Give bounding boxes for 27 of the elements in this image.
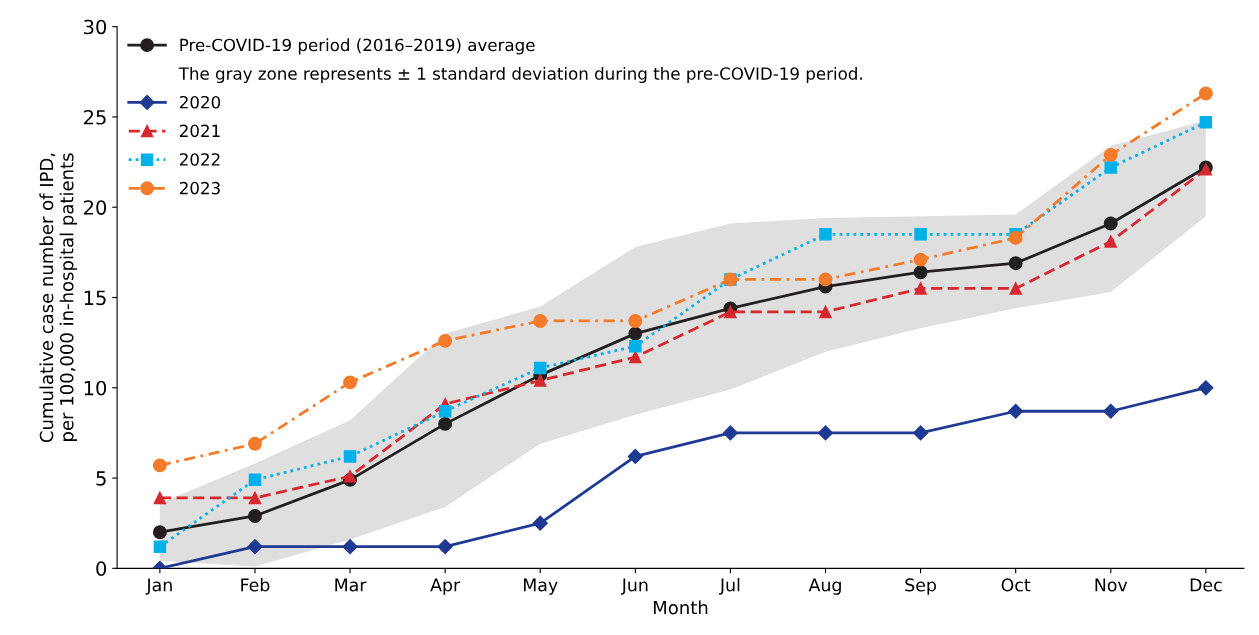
legend-label: Pre-COVID-19 period (2016–2019) average bbox=[180, 38, 535, 55]
y-tick-label: 10 bbox=[84, 380, 107, 396]
x-tick-label: Aug bbox=[808, 578, 841, 595]
x-tick-label: Nov bbox=[1095, 578, 1128, 592]
y-axis-title: Cumulative case number of IPD, per 100,000 in-hospital patients bbox=[39, 153, 78, 443]
y-tick-label: 25 bbox=[84, 109, 106, 125]
y-tick-label: 20 bbox=[84, 200, 107, 215]
x-tick-label: Sep bbox=[905, 578, 936, 595]
x-tick-label: Jul bbox=[719, 578, 740, 595]
x-tick-label: Feb bbox=[241, 578, 270, 592]
y-tick-label: 0 bbox=[96, 561, 107, 576]
x-tick-label: Apr bbox=[430, 578, 461, 595]
x-tick-label: Dec bbox=[1190, 578, 1222, 592]
x-axis-title: Month bbox=[653, 600, 708, 615]
x-tick-label: Oct bbox=[1001, 578, 1031, 592]
legend-label: 2021 bbox=[179, 124, 220, 138]
legend-label: 2022 bbox=[179, 153, 220, 166]
y-tick-label: 15 bbox=[84, 290, 106, 306]
legend-label: 2023 bbox=[179, 181, 220, 195]
legend-label: 2020 bbox=[179, 95, 221, 109]
x-tick-label: Jan bbox=[145, 578, 172, 595]
x-tick-label: May bbox=[523, 578, 558, 595]
x-tick-label: Jun bbox=[620, 578, 648, 595]
annotation: The gray zone represents ± 1 standard deviation during the pre-COVID-19 period. bbox=[178, 66, 862, 84]
y-tick-label: 30 bbox=[84, 19, 107, 35]
x-tick-label: Mar bbox=[335, 578, 367, 592]
y-tick-label: 5 bbox=[96, 471, 106, 486]
